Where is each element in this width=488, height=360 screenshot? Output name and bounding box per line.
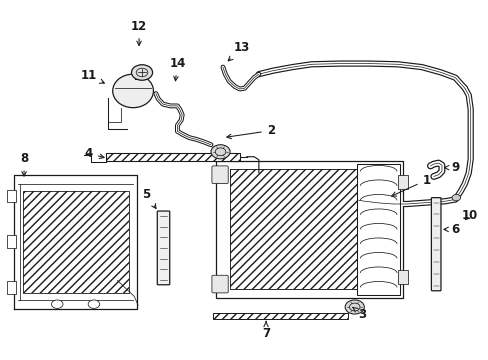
- Text: 2: 2: [226, 124, 274, 139]
- Bar: [213, 313, 347, 319]
- Bar: [397, 175, 407, 189]
- Bar: [23, 190, 128, 293]
- Text: 5: 5: [142, 188, 156, 208]
- Circle shape: [131, 65, 152, 80]
- Ellipse shape: [112, 74, 153, 108]
- Text: 3: 3: [352, 307, 365, 320]
- Bar: [213, 313, 347, 319]
- FancyBboxPatch shape: [211, 166, 228, 184]
- FancyBboxPatch shape: [157, 211, 169, 285]
- Text: 13: 13: [228, 41, 250, 61]
- Circle shape: [451, 194, 460, 201]
- Bar: [215, 161, 402, 298]
- Circle shape: [345, 300, 364, 314]
- Circle shape: [88, 300, 100, 309]
- Text: 12: 12: [131, 20, 147, 45]
- Bar: [105, 153, 239, 161]
- Bar: [356, 164, 400, 294]
- Bar: [105, 153, 239, 161]
- Bar: [230, 170, 356, 289]
- Text: 8: 8: [20, 152, 28, 176]
- Text: 1: 1: [391, 174, 430, 196]
- Bar: [23, 190, 128, 293]
- Bar: [7, 235, 16, 248]
- Text: 6: 6: [443, 223, 459, 236]
- Circle shape: [210, 145, 230, 159]
- Bar: [7, 189, 16, 202]
- Bar: [7, 281, 16, 294]
- Text: 14: 14: [169, 57, 185, 81]
- Circle shape: [51, 300, 63, 309]
- Text: 7: 7: [262, 321, 269, 340]
- FancyBboxPatch shape: [211, 275, 228, 293]
- Bar: [397, 270, 407, 284]
- Text: 9: 9: [444, 161, 459, 174]
- Text: 4: 4: [84, 147, 104, 160]
- Bar: [230, 170, 356, 289]
- Text: 10: 10: [461, 209, 477, 222]
- FancyBboxPatch shape: [430, 198, 440, 291]
- Text: 11: 11: [81, 69, 104, 83]
